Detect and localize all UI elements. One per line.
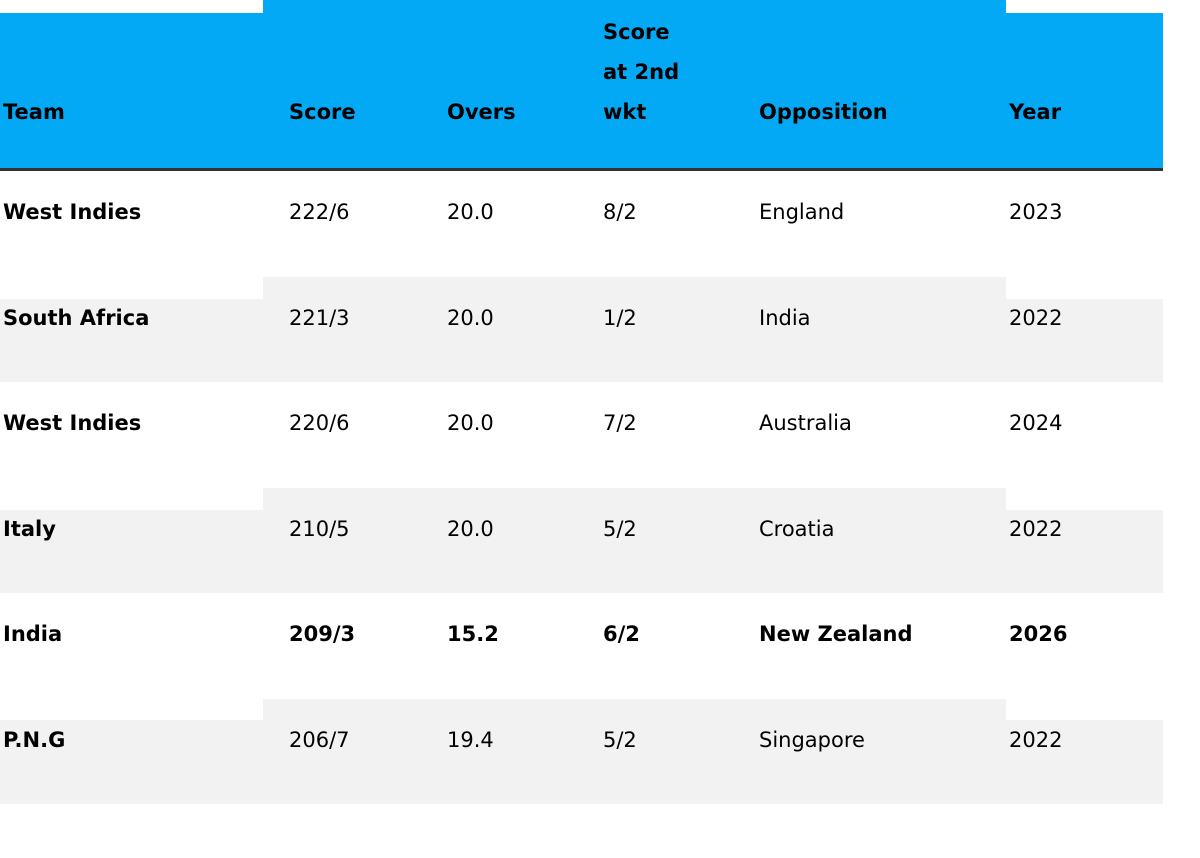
- row-stripe: [263, 488, 1006, 593]
- cell-score-at-2nd-wkt: 8/2: [603, 200, 637, 224]
- cell-year: 2023: [1009, 200, 1063, 224]
- cell-score-at-2nd-wkt: 6/2: [603, 622, 640, 646]
- row-stripe: [263, 699, 1006, 804]
- cell-score-at-2nd-wkt: 5/2: [603, 517, 637, 541]
- cell-score: 222/6: [289, 200, 350, 224]
- row-stripe: [1006, 510, 1163, 593]
- cell-team: West Indies: [3, 200, 142, 224]
- cell-overs: 15.2: [447, 622, 499, 646]
- row-stripe: [1006, 299, 1163, 382]
- cell-score-at-2nd-wkt: 7/2: [603, 411, 637, 435]
- cell-year: 2022: [1009, 517, 1063, 541]
- column-header-overs: Overs: [447, 100, 516, 124]
- cell-overs: 20.0: [447, 306, 494, 330]
- header-background: [263, 0, 1006, 168]
- column-header-year: Year: [1009, 100, 1062, 124]
- cell-overs: 20.0: [447, 200, 494, 224]
- cell-score: 210/5: [289, 517, 350, 541]
- cell-score-at-2nd-wkt: 1/2: [603, 306, 637, 330]
- cell-opposition: Australia: [759, 411, 852, 435]
- cell-team: Italy: [3, 517, 56, 541]
- cell-team: South Africa: [3, 306, 150, 330]
- cell-team: P.N.G: [3, 728, 66, 752]
- cell-score: 221/3: [289, 306, 350, 330]
- cell-year: 2022: [1009, 306, 1063, 330]
- cell-team: India: [3, 622, 63, 646]
- row-stripe: [0, 510, 263, 593]
- cell-year: 2024: [1009, 411, 1063, 435]
- row-stripe: [0, 299, 263, 382]
- cell-opposition: Singapore: [759, 728, 865, 752]
- row-stripe: [0, 720, 263, 804]
- header-background: [0, 13, 263, 168]
- row-stripe: [263, 277, 1006, 382]
- cell-year: 2022: [1009, 728, 1063, 752]
- cell-score: 220/6: [289, 411, 350, 435]
- column-header-score-at-2nd-wkt: Score at 2nd wkt: [603, 20, 680, 124]
- cell-score: 206/7: [289, 728, 350, 752]
- column-header-opposition: Opposition: [759, 100, 888, 124]
- header-divider: [0, 168, 1163, 171]
- cell-year: 2026: [1009, 622, 1068, 646]
- cell-overs: 20.0: [447, 411, 494, 435]
- cell-overs: 19.4: [447, 728, 494, 752]
- cell-score-at-2nd-wkt: 5/2: [603, 728, 637, 752]
- cell-overs: 20.0: [447, 517, 494, 541]
- cell-score: 209/3: [289, 622, 356, 646]
- cell-opposition: India: [759, 306, 811, 330]
- cell-opposition: New Zealand: [759, 622, 913, 646]
- cell-opposition: Croatia: [759, 517, 835, 541]
- column-header-team: Team: [3, 100, 65, 124]
- cell-opposition: England: [759, 200, 845, 224]
- column-header-score: Score: [289, 100, 356, 124]
- header-background: [1006, 13, 1163, 168]
- row-stripe: [1006, 720, 1163, 804]
- cell-team: West Indies: [3, 411, 142, 435]
